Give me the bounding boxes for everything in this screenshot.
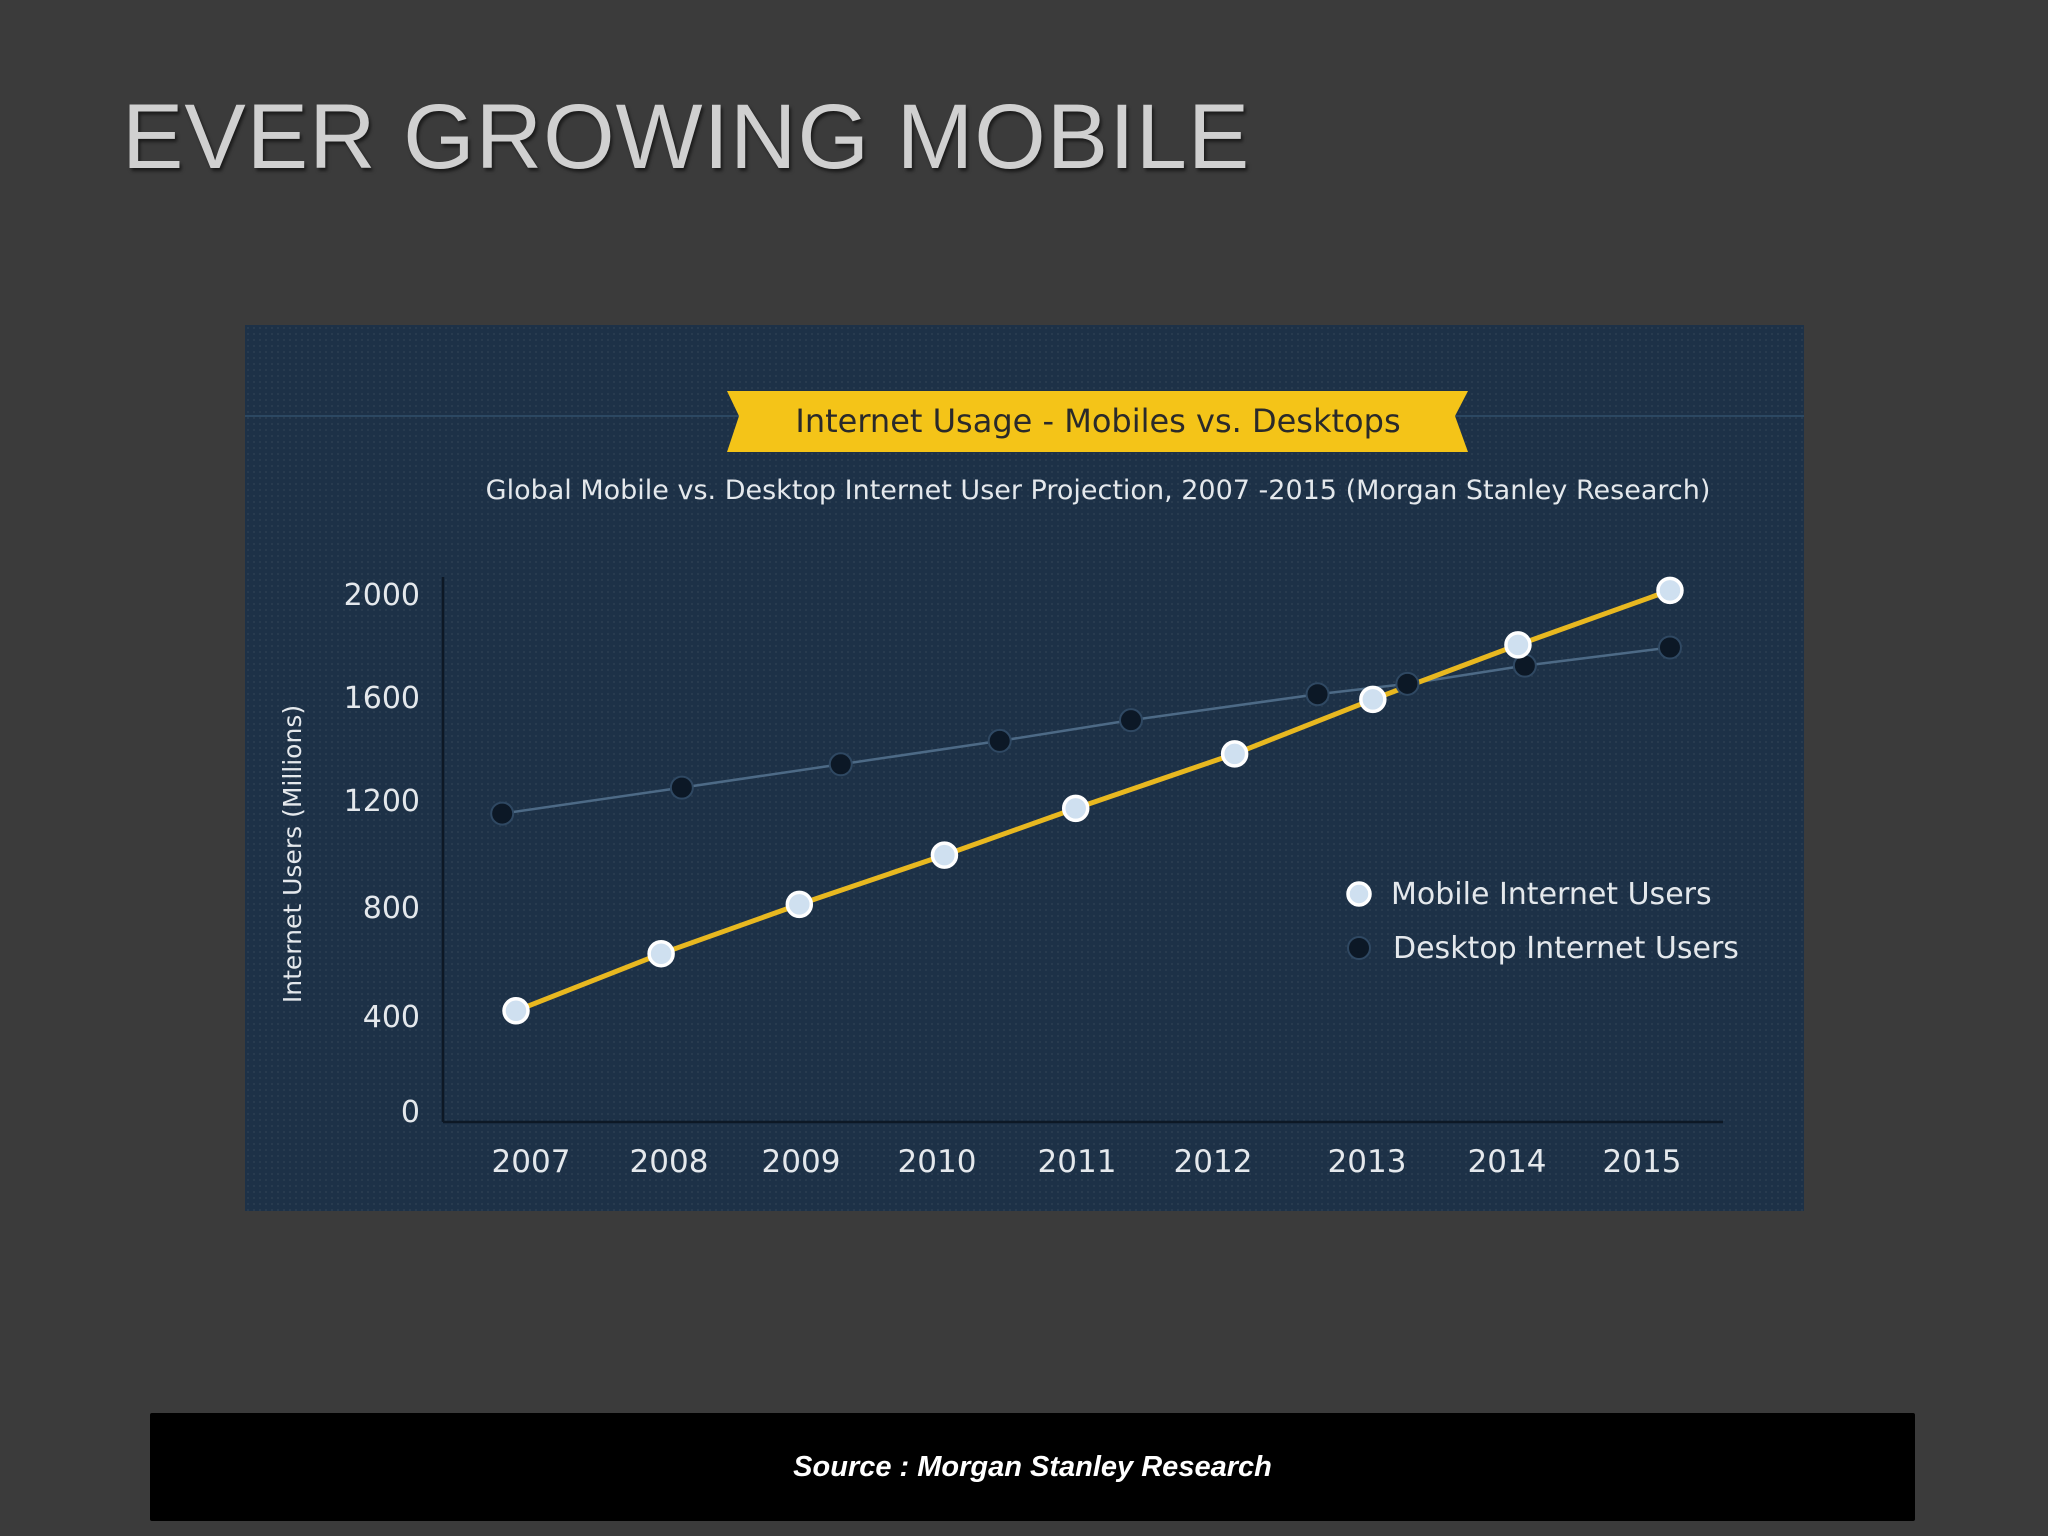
y-tick-label: 400 [363, 1000, 420, 1035]
y-tick-label: 1600 [344, 681, 420, 716]
y-tick-label: 1200 [344, 784, 420, 819]
mobile-data-point [502, 997, 530, 1025]
slide-title: EVER GROWING MOBILE [122, 86, 1251, 188]
source-caption: Source : Morgan Stanley Research [793, 1450, 1272, 1483]
y-tick-labels: 0 400 800 1200 1600 2000 [344, 578, 420, 1130]
desktop-data-point [669, 775, 694, 800]
mobile-data-point [1359, 685, 1387, 714]
x-tick-label: 2012 [1174, 1144, 1253, 1180]
desktop-data-point [490, 801, 515, 826]
legend-label-mobile: Mobile Internet Users [1391, 877, 1712, 912]
mobile-data-point [785, 890, 814, 919]
y-tick-label: 2000 [344, 578, 420, 613]
legend-marker-mobile [1346, 881, 1372, 907]
x-tick-label: 2014 [1468, 1144, 1547, 1180]
desktop-data-point [828, 752, 853, 777]
chart-svg: Internet Usage - Mobiles vs. Desktops Gl… [245, 391, 1804, 1180]
source-bar: Source : Morgan Stanley Research [150, 1413, 1915, 1521]
y-tick-label: 0 [401, 1095, 420, 1130]
x-tick-labels: 2007 2008 2009 2010 2011 2012 2013 2014 2015 [492, 1144, 1682, 1180]
mobile-data-point [1656, 576, 1684, 605]
x-tick-label: 2011 [1038, 1144, 1117, 1180]
x-tick-label: 2013 [1328, 1144, 1407, 1180]
x-tick-label: 2015 [1603, 1144, 1682, 1180]
mobile-data-point [1061, 794, 1090, 823]
desktop-data-point [1305, 682, 1330, 707]
desktop-data-point [1395, 671, 1420, 696]
title-banner [727, 391, 1468, 452]
desktop-data-point [1118, 708, 1143, 733]
desktop-data-point [1657, 635, 1682, 660]
chart-title: Internet Usage - Mobiles vs. Desktops [795, 402, 1400, 440]
legend: Mobile Internet Users Desktop Internet Us… [1346, 877, 1739, 966]
mobile-data-point [1504, 631, 1532, 659]
legend-marker-desktop [1347, 936, 1371, 960]
chart-subtitle: Global Mobile vs. Desktop Internet User … [486, 475, 1711, 506]
series-points [490, 576, 1684, 1025]
mobile-data-point [647, 939, 675, 968]
chart-panel: Internet Usage - Mobiles vs. Desktops Gl… [245, 325, 1804, 1211]
desktop-data-point [987, 728, 1012, 753]
y-axis-label: Internet Users (Millions) [278, 705, 307, 1003]
y-tick-label: 800 [363, 891, 420, 926]
mobile-data-point [930, 841, 959, 869]
mobile-data-point [1220, 740, 1249, 768]
legend-label-desktop: Desktop Internet Users [1393, 931, 1739, 966]
x-tick-label: 2008 [630, 1144, 709, 1180]
x-tick-label: 2009 [762, 1144, 841, 1180]
x-tick-label: 2007 [492, 1144, 571, 1180]
x-tick-label: 2010 [898, 1144, 977, 1180]
